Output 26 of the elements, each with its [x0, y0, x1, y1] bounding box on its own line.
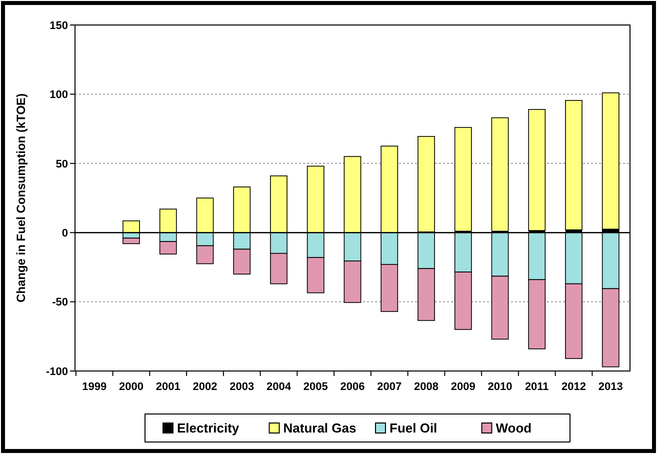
x-tick-label: 2012 [562, 381, 586, 393]
y-tick-label: 150 [50, 20, 68, 32]
y-tick-label: -50 [52, 296, 68, 309]
x-tick-label: 2002 [192, 381, 218, 393]
x-tick-label: 2010 [488, 381, 512, 393]
legend-label: Fuel Oil [390, 420, 438, 436]
x-tick-label: 2005 [303, 381, 328, 393]
x-tick-label: 2011 [524, 381, 549, 393]
x-tick-label: 2003 [230, 381, 254, 393]
x-tick-label: 2009 [450, 381, 476, 393]
legend-label: Electricity [177, 420, 240, 436]
y-tick-label: 0 [62, 227, 68, 240]
x-tick-label: 2008 [414, 381, 438, 393]
x-tick-label: 2000 [118, 381, 144, 393]
y-axis-title: Change in Fuel Consumption (kTOE) [14, 93, 28, 303]
y-tick-label: 50 [56, 158, 68, 170]
x-tick-label: 2006 [340, 381, 365, 393]
x-tick-label: 2007 [377, 381, 402, 393]
legend-label: Natural Gas [283, 420, 356, 436]
x-tick-label: 2004 [266, 381, 292, 393]
y-tick-label: -100 [46, 366, 68, 378]
legend-label: Wood [496, 420, 532, 436]
x-tick-label: 1999 [82, 381, 107, 393]
y-tick-label: 100 [50, 89, 68, 102]
x-tick-label: 2013 [598, 381, 623, 393]
x-tick-label: 2001 [156, 381, 180, 393]
